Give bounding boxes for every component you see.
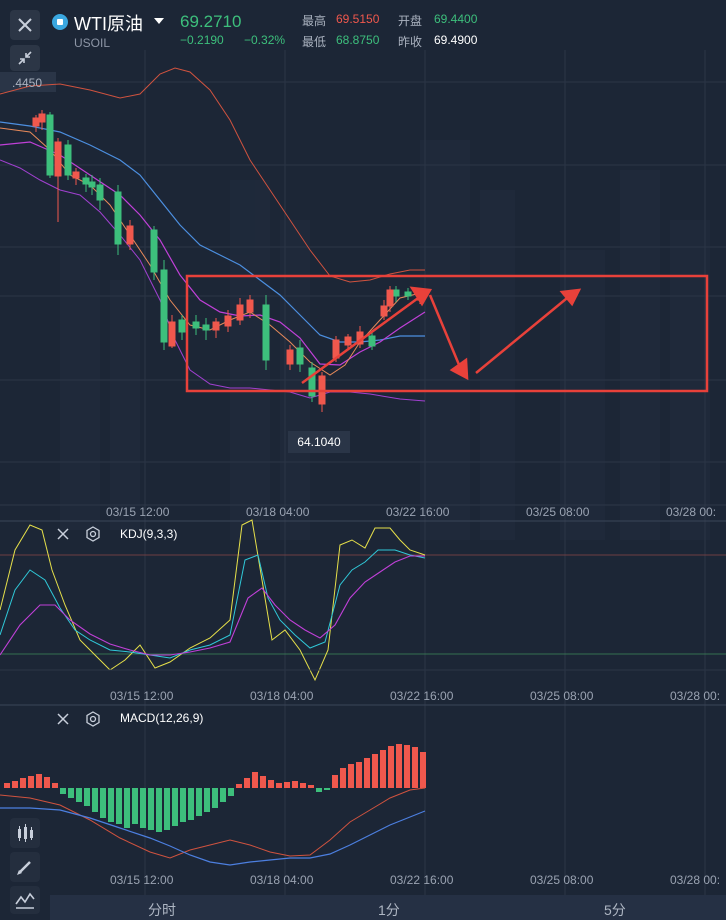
close-icon xyxy=(57,713,69,725)
candlestick-tool-button[interactable] xyxy=(10,818,40,848)
candlestick-icon xyxy=(18,824,33,842)
x-tick: 03/22 16:00 xyxy=(390,873,454,887)
macd-settings-button[interactable] xyxy=(85,711,101,727)
candlesticks xyxy=(32,110,424,412)
x-tick: 03/15 12:00 xyxy=(110,873,174,887)
kdj-k-line xyxy=(0,549,426,659)
x-tick: 03/22 16:00 xyxy=(390,689,454,703)
low-label: 最低 xyxy=(302,35,327,49)
x-tick: 03/18 04:00 xyxy=(250,873,314,887)
close-icon xyxy=(18,18,32,32)
x-tick: 03/28 00: xyxy=(670,689,721,703)
change-abs: −0.2190 xyxy=(180,33,224,47)
x-tick: 03/25 08:00 xyxy=(530,873,594,887)
gear-icon xyxy=(86,711,100,727)
symbol-name[interactable]: WTI原油 xyxy=(74,14,143,34)
chart-canvas[interactable] xyxy=(0,50,726,895)
tab-5min[interactable]: 5分 xyxy=(604,902,626,918)
close-macd-button[interactable] xyxy=(55,711,71,727)
drawing-annotation[interactable] xyxy=(185,274,709,393)
x-tick: 03/15 12:00 xyxy=(110,689,174,703)
open-label: 开盘 xyxy=(398,14,423,28)
kdj-title: KDJ(9,3,3) xyxy=(120,527,178,541)
macd-histogram xyxy=(4,744,426,832)
close-icon xyxy=(57,528,69,540)
pencil-icon xyxy=(17,861,31,875)
macd-dif-line xyxy=(0,787,426,859)
change-pct: −0.32% xyxy=(244,33,286,47)
open-value: 69.4400 xyxy=(434,12,478,26)
high-label: 最高 xyxy=(302,14,327,28)
kdj-settings-button[interactable] xyxy=(85,526,101,542)
moving-average-magenta xyxy=(0,141,426,366)
kdj-d-line xyxy=(0,555,425,656)
x-tick: 03/28 00: xyxy=(666,505,717,519)
x-tick: 03/15 12:00 xyxy=(106,505,170,519)
x-tick: 03/25 08:00 xyxy=(526,505,590,519)
macd-dea-line xyxy=(0,807,426,866)
x-tick: 03/22 16:00 xyxy=(386,505,450,519)
min-price-tag: 64.1040 xyxy=(288,431,350,453)
kdj-j-line xyxy=(0,519,426,682)
prev-close-value: 69.4900 xyxy=(434,33,478,47)
indicator-tool-button[interactable] xyxy=(10,886,40,914)
x-tick: 03/25 08:00 xyxy=(530,689,594,703)
shrink-icon xyxy=(18,51,32,65)
chevron-down-icon[interactable] xyxy=(154,18,164,24)
close-button[interactable] xyxy=(10,10,40,40)
period-tab-bar xyxy=(50,895,726,920)
prev-close-label: 昨收 xyxy=(398,35,423,49)
shrink-button[interactable] xyxy=(10,45,40,71)
macd-title: MACD(12,26,9) xyxy=(120,711,204,725)
symbol-code: USOIL xyxy=(74,36,111,50)
gear-icon xyxy=(86,526,100,542)
close-kdj-button[interactable] xyxy=(55,526,71,542)
x-tick: 03/28 00: xyxy=(670,873,721,887)
indicator-icon xyxy=(15,892,35,909)
draw-tool-button[interactable] xyxy=(10,852,40,882)
price-axis-label: .4450 xyxy=(12,76,43,90)
x-tick: 03/18 04:00 xyxy=(246,505,310,519)
high-value: 69.5150 xyxy=(336,12,380,26)
moving-average-orange xyxy=(0,127,426,376)
symbol-logo-icon xyxy=(52,14,68,30)
x-tick: 03/18 04:00 xyxy=(250,689,314,703)
low-value: 68.8750 xyxy=(336,33,380,47)
last-price: 69.2710 xyxy=(180,12,242,31)
tab-1min[interactable]: 1分 xyxy=(378,902,400,918)
bollinger-upper-line xyxy=(0,67,425,283)
background-watermark xyxy=(60,140,710,540)
tab-timeshare[interactable]: 分时 xyxy=(148,902,176,918)
